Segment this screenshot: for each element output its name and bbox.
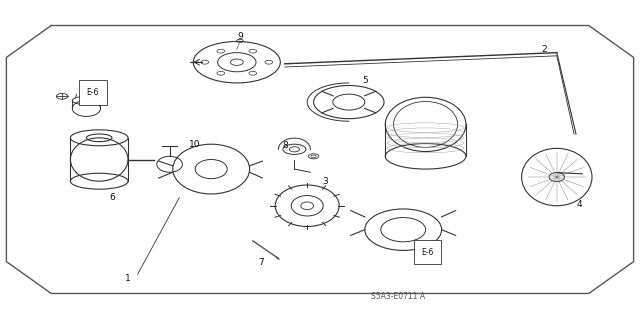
Text: 3: 3	[323, 177, 328, 186]
Text: 9: 9	[237, 32, 243, 41]
Text: S5A3-E0711 A: S5A3-E0711 A	[371, 292, 426, 301]
Text: 2: 2	[541, 45, 547, 54]
Text: 10: 10	[189, 140, 201, 149]
Text: 6: 6	[109, 193, 115, 202]
Text: E-6: E-6	[421, 248, 434, 256]
Text: 8: 8	[282, 141, 287, 150]
Text: 4: 4	[577, 200, 582, 209]
Text: 7: 7	[259, 258, 264, 267]
Text: 1: 1	[125, 274, 131, 283]
Text: 5: 5	[362, 76, 367, 85]
Text: E-6: E-6	[86, 88, 99, 97]
